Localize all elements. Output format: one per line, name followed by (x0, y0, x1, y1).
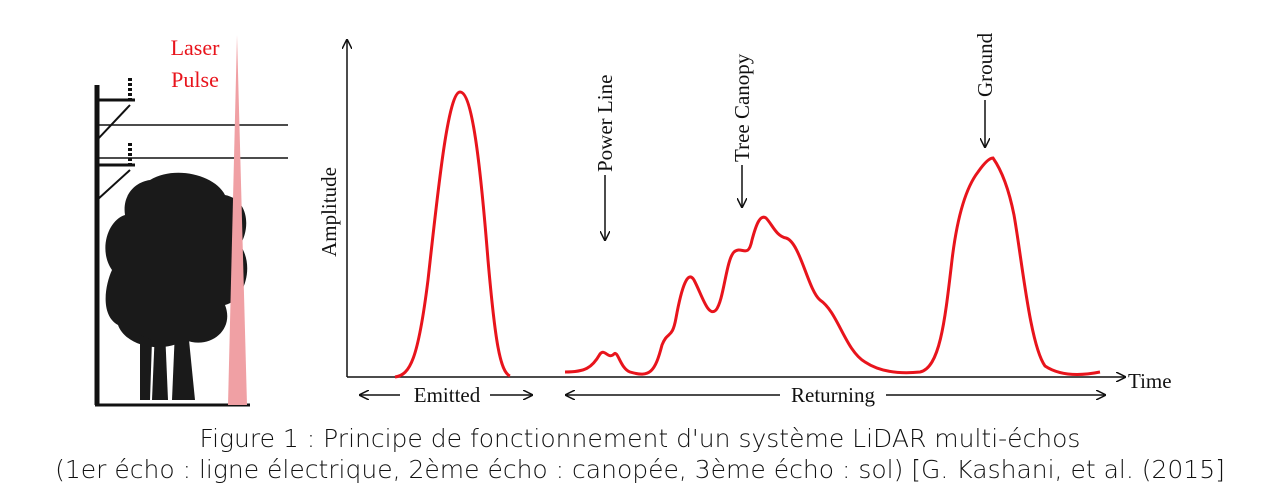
span-label: Emitted (414, 383, 481, 407)
laser-label: Pulse (171, 67, 219, 92)
laser-label: Laser (171, 35, 221, 60)
annotation: Tree Canopy (730, 53, 754, 162)
caption: Figure 1 : Principe de fonctionnement d'… (200, 424, 1081, 453)
annotation: Ground (973, 32, 997, 97)
axes (347, 40, 1125, 377)
power-pole (94, 78, 288, 407)
returned-waveform (564, 156, 1101, 376)
span-label: Returning (791, 383, 875, 407)
x-axis-label: Time (1128, 369, 1172, 393)
emitted-waveform (394, 90, 511, 379)
label-bg (400, 382, 490, 408)
caption: (1er écho : ligne électrique, 2ème écho … (55, 455, 1225, 484)
annotation: Power Line (593, 75, 617, 172)
tree (105, 172, 248, 400)
y-axis-label: Amplitude (317, 167, 341, 257)
label-bg (780, 382, 886, 408)
laser-beam (228, 35, 247, 405)
